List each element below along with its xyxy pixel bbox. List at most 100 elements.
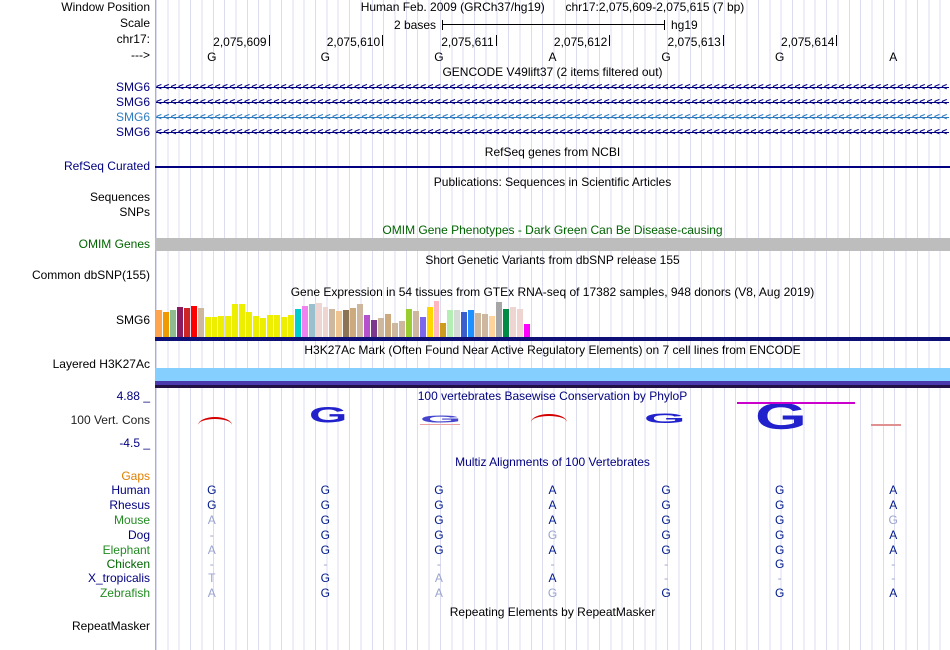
alignment-base: G [320,498,331,512]
alignment-base: G [774,483,785,497]
gtex-tissue-bar [218,316,225,337]
coordinate-tick [495,35,497,46]
phylop-small-dash [871,424,901,426]
phylop-negative-arc [198,417,232,425]
gtex-baseline [155,337,950,341]
coordinate-value: 2,075,613 [667,35,721,49]
alignment-base: - [664,557,669,571]
gtex-tissue-bar [426,307,433,337]
h3k27ac-signal-band-dark [155,385,950,388]
gene-line [156,102,949,103]
omim-gene-bar[interactable] [155,238,950,251]
h3k27ac-signal-band-light[interactable] [155,368,950,381]
alignment-base: G [547,528,558,542]
alignment-base: A [207,513,216,527]
alignment-base: - [323,557,328,571]
reference-base: G [661,50,671,64]
alignment-base: G [434,498,444,512]
gtex-tissue-bar [294,309,301,337]
layered-h3k27ac-label[interactable]: Layered H3K27Ac [52,357,150,371]
alignment-base: G [774,543,785,557]
species-label-rhesus[interactable]: Rhesus [109,498,150,512]
alignment-base: G [661,483,671,497]
refseq-track-title: RefSeq genes from NCBI [484,145,621,159]
species-label-x_tropicalis[interactable]: X_tropicalis [87,571,150,585]
alignment-base: G [320,543,331,557]
gtex-tissue-bar [461,312,468,337]
gtex-tissue-bar [190,306,197,337]
assembly-position-text: Human Feb. 2009 (GRCh37/hg19) chr17:2,07… [155,1,950,14]
alignment-base: A [548,483,557,497]
coordinate-tick [382,35,384,46]
gtex-tissue-bar [475,313,482,337]
gtex-tissue-bar [468,310,475,337]
gtex-expression-barchart[interactable] [156,300,536,337]
gaps-label[interactable]: Gaps [121,469,150,483]
alignment-base: G [774,513,785,527]
sequences-label[interactable]: Sequences [89,190,150,204]
alignment-base: G [207,483,217,497]
refseq-gene-line[interactable] [155,166,950,168]
alignment-base: A [548,513,557,527]
gtex-tissue-bar [433,301,440,337]
alignment-base: G [434,483,444,497]
coordinate-tick [268,35,270,46]
scale-ruler [442,24,664,25]
reference-base: A [889,50,898,64]
gtex-tissue-bar [329,309,336,337]
gtex-tissue-bar [357,304,364,337]
omim-genes-label[interactable]: OMIM Genes [78,237,150,251]
gtex-tissue-bar [280,317,287,337]
species-label-chicken[interactable]: Chicken [106,557,150,571]
gencode-exon-arrows[interactable]: <<<<<<<<<<<<<<<<<<<<<<<<<<<<<<<<<<<<<<<<… [156,81,949,94]
species-label-zebrafish[interactable]: Zebrafish [99,586,150,600]
alignment-base: G [320,513,331,527]
repeatmasker-track-title: Repeating Elements by RepeatMasker [449,605,656,619]
gencode-exon-arrows[interactable]: <<<<<<<<<<<<<<<<<<<<<<<<<<<<<<<<<<<<<<<<… [156,111,949,124]
alignment-base: G [547,586,558,600]
alignment-base: G [434,528,444,542]
common-dbsnp-label[interactable]: Common dbSNP(155) [31,268,150,282]
phylop-max-label: 4.88 _ [116,389,150,403]
refseq-curated-label[interactable]: RefSeq Curated [63,159,150,173]
gtex-tissue-bar [495,302,502,337]
alignment-base: T [208,571,216,585]
gtex-tissue-bar [454,310,461,337]
alignment-base: - [550,557,555,571]
gencode-gene-label[interactable]: SMG6 [115,80,150,94]
gtex-tissue-bar [204,317,211,337]
alignment-base: A [434,571,443,585]
vert-cons-label[interactable]: 100 Vert. Cons [70,413,150,427]
gtex-tissue-bar [482,314,488,337]
gencode-exon-arrows[interactable]: <<<<<<<<<<<<<<<<<<<<<<<<<<<<<<<<<<<<<<<<… [156,126,949,139]
alignment-base: G [207,498,217,512]
gtex-tissue-bar [267,315,273,337]
species-label-dog[interactable]: Dog [127,528,150,542]
snps-label[interactable]: SNPs [119,205,150,219]
gtex-tissue-bar [239,304,246,337]
alignment-base: G [774,498,785,512]
gencode-gene-label[interactable]: SMG6 [115,95,150,109]
phylop-clip-line [737,402,855,404]
gencode-gene-label[interactable]: SMG6 [115,125,150,139]
gtex-tissue-bar [162,312,169,337]
reference-base: G [434,50,444,64]
scale-value: 2 bases [393,18,436,32]
repeatmasker-label[interactable]: RepeatMasker [71,619,150,633]
species-label-mouse[interactable]: Mouse [113,513,150,527]
gtex-tissue-bar [516,309,523,337]
gtex-tissue-bar [315,303,322,337]
multiz-track-title: Multiz Alignments of 100 Vertebrates [455,455,650,469]
gencode-gene-label[interactable]: SMG6 [115,110,150,124]
species-label-human[interactable]: Human [111,483,150,497]
species-label-elephant[interactable]: Elephant [102,543,150,557]
gtex-gene-label[interactable]: SMG6 [115,313,150,327]
gencode-exon-arrows[interactable]: <<<<<<<<<<<<<<<<<<<<<<<<<<<<<<<<<<<<<<<<… [156,96,949,109]
gtex-tissue-bar [384,314,391,337]
alignment-base: G [320,571,331,585]
gtex-tissue-bar [489,316,495,337]
alignment-base: G [774,557,785,571]
alignment-base: - [209,557,214,571]
gtex-tissue-bar [260,318,266,337]
alignment-base: G [774,528,785,542]
